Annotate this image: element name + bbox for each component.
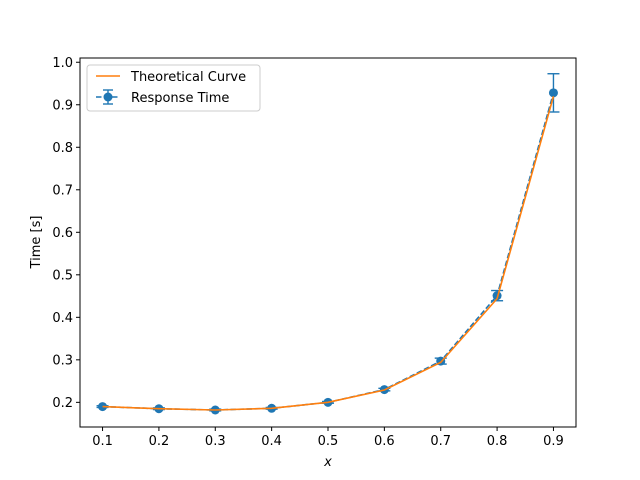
legend-label-response: Response Time — [131, 91, 229, 106]
series-theoretical-curve — [102, 96, 555, 411]
x-tick-label: 0.1 — [92, 434, 113, 449]
y-axis: 0.2 0.3 0.4 0.5 0.6 0.7 0.8 0.9 1.0 — [52, 56, 80, 411]
legend: Theoretical Curve Response Time — [86, 64, 261, 112]
x-axis: 0.1 0.2 0.3 0.4 0.5 0.6 0.7 0.8 0.9 — [92, 427, 564, 449]
y-tick-label: 0.5 — [52, 268, 73, 283]
x-tick-label: 0.3 — [205, 434, 226, 449]
y-tick-label: 0.4 — [52, 311, 73, 326]
y-tick-label: 0.8 — [52, 141, 73, 156]
x-tick-label: 0.2 — [149, 434, 170, 449]
y-tick-label: 0.9 — [52, 98, 73, 113]
y-axis-label: Time [s] — [29, 216, 44, 270]
data-point — [548, 88, 558, 98]
x-tick-label: 0.6 — [374, 434, 395, 449]
x-tick-label: 0.8 — [487, 434, 508, 449]
x-tick-label: 0.7 — [430, 434, 451, 449]
legend-box — [86, 64, 261, 112]
x-tick-label: 0.4 — [261, 434, 282, 449]
y-tick-label: 0.6 — [52, 226, 73, 241]
x-axis-label: x — [323, 455, 332, 470]
y-tick-label: 0.3 — [52, 353, 73, 368]
legend-swatch-response-marker — [103, 92, 113, 102]
y-tick-label: 1.0 — [52, 56, 73, 71]
x-tick-label: 0.9 — [543, 434, 564, 449]
series-layer — [96, 73, 560, 415]
legend-label-theoretical: Theoretical Curve — [130, 70, 246, 85]
series-theoretical-curve-line — [102, 96, 555, 411]
y-tick-label: 0.2 — [52, 396, 73, 411]
y-tick-label: 0.7 — [52, 183, 73, 198]
x-tick-label: 0.5 — [318, 434, 339, 449]
